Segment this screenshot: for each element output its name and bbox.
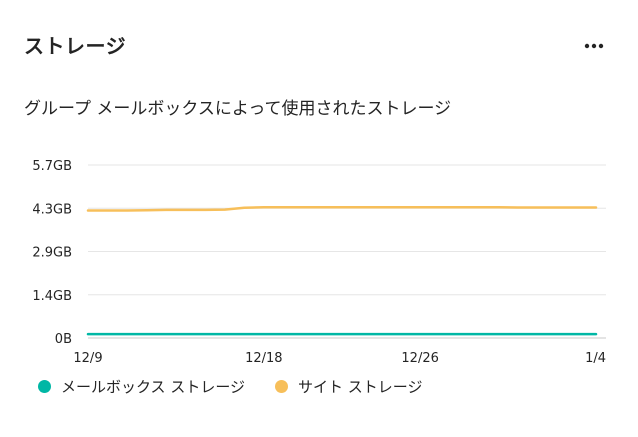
y-tick-label: 0B xyxy=(55,332,72,347)
legend-swatch-site xyxy=(275,380,289,393)
storage-line-chart: 5.7GB 4.3GB 2.9GB 1.4GB 0B 12/9 12/18 12/26 1/4 xyxy=(32,159,606,366)
chart-legend: メールボックス ストレージ サイト ストレージ xyxy=(38,376,453,397)
x-tick-label: 12/26 xyxy=(401,351,438,366)
chart-grid xyxy=(88,164,606,339)
x-axis-labels: 12/9 12/18 12/26 1/4 xyxy=(73,351,606,366)
more-horizontal-icon xyxy=(584,43,604,49)
x-tick-label: 1/4 xyxy=(585,351,606,366)
x-tick-label: 12/9 xyxy=(73,351,102,366)
x-tick-label: 12/18 xyxy=(245,351,282,366)
y-tick-label: 2.9GB xyxy=(32,246,72,261)
y-tick-label: 1.4GB xyxy=(32,289,72,304)
card-subtitle: グループ メールボックスによって使用されたストレージ xyxy=(24,99,452,119)
legend-swatch-mailbox xyxy=(38,380,51,393)
more-options-button[interactable] xyxy=(578,32,610,60)
legend-label-site: サイト ストレージ xyxy=(298,378,423,396)
y-tick-label: 4.3GB xyxy=(32,202,72,217)
legend-item-mailbox-storage[interactable]: メールボックス ストレージ xyxy=(38,376,245,397)
legend-label-mailbox: メールボックス ストレージ xyxy=(61,378,246,396)
chart-series xyxy=(86,205,598,336)
y-axis-labels: 5.7GB 4.3GB 2.9GB 1.4GB 0B xyxy=(32,159,72,347)
series-line-site-storage[interactable] xyxy=(86,205,598,212)
legend-item-site-storage[interactable]: サイト ストレージ xyxy=(275,376,423,397)
y-tick-label: 5.7GB xyxy=(32,159,72,174)
card-title: ストレージ xyxy=(24,34,127,58)
